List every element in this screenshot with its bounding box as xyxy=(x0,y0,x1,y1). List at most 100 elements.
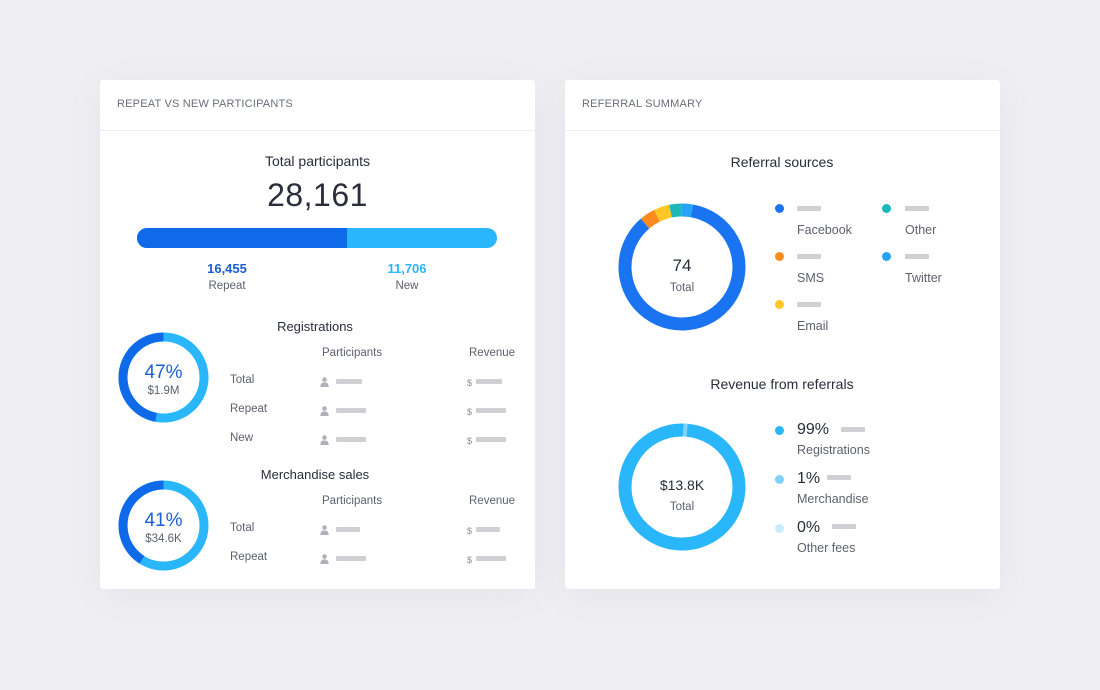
registrations-col-revenue: Revenue xyxy=(469,347,516,359)
revenue-total-label: Total xyxy=(669,501,695,513)
other-fees-dot xyxy=(775,524,784,533)
registrations-pct: 99% xyxy=(797,421,830,438)
merchandise-donut xyxy=(118,480,209,571)
repeat-value: 16,455 xyxy=(207,261,247,276)
value-placeholder xyxy=(476,379,503,384)
merchandise-col-revenue: Revenue xyxy=(469,495,516,507)
donut-segment-sms xyxy=(640,209,661,229)
row-label: Total xyxy=(230,374,255,386)
registrations-label: Registrations xyxy=(797,443,870,457)
registrations-amount: $1.9M xyxy=(147,385,180,397)
twitter-label: Twitter xyxy=(905,271,942,285)
merchandise-col-participants: Participants xyxy=(322,495,383,507)
participants-split-bar xyxy=(137,228,497,248)
participants-cell xyxy=(320,374,363,392)
donut-segment-registrations xyxy=(618,423,746,551)
donut-segment-other xyxy=(669,203,682,218)
card-header: REFERRAL SUMMARY xyxy=(565,80,1000,131)
row-label: Total xyxy=(230,522,255,534)
total-participants-value: 28,161 xyxy=(267,177,368,213)
revenue-referrals-donut xyxy=(618,423,746,551)
person-icon xyxy=(320,435,329,445)
participants-cell xyxy=(320,522,361,540)
facebook-label: Facebook xyxy=(797,223,852,237)
registrations-donut-arc xyxy=(118,332,209,423)
other-fees-label: Other fees xyxy=(797,541,856,555)
value-placeholder xyxy=(905,206,929,211)
person-icon xyxy=(320,377,329,387)
new-value: 11,706 xyxy=(387,261,427,276)
merchandise-amount: $34.6K xyxy=(145,533,182,545)
merchandise-pct: 1% xyxy=(797,470,821,487)
referral-sources-donut xyxy=(618,203,746,331)
participants-cell xyxy=(320,551,367,569)
twitter-dot xyxy=(882,252,891,261)
revenue-cell: $ xyxy=(467,373,503,391)
donut-segment-twitter xyxy=(681,203,694,218)
value-placeholder xyxy=(336,408,367,413)
other-dot xyxy=(882,204,891,213)
value-placeholder xyxy=(336,527,361,532)
merchandise-donut-center: 41% $34.6K xyxy=(118,510,209,545)
revenue-referrals-center: $13.8K Total xyxy=(617,477,747,513)
revenue-total-value: $13.8K xyxy=(659,477,705,493)
merchandise-percent: 41% xyxy=(144,510,183,531)
currency-symbol: $ xyxy=(467,407,473,417)
referral-total-value: 74 xyxy=(672,256,692,275)
sms-label: SMS xyxy=(797,271,825,285)
repeat-vs-new-card: REPEAT VS NEW PARTICIPANTS Total partici… xyxy=(100,80,535,589)
currency-symbol: $ xyxy=(467,436,473,446)
registrations-dot xyxy=(775,426,784,435)
value-placeholder xyxy=(797,206,821,211)
referral-summary-card: REFERRAL SUMMARY Referral sources 74 Tot… xyxy=(565,80,1000,589)
value-placeholder xyxy=(476,556,507,561)
value-placeholder xyxy=(832,524,856,529)
merchandise-dot xyxy=(775,475,784,484)
merchandise-label: Merchandise xyxy=(797,492,869,506)
sms-dot xyxy=(775,252,784,261)
new-label: New xyxy=(395,280,419,292)
card-header: REPEAT VS NEW PARTICIPANTS xyxy=(100,80,535,131)
revenue-cell: $ xyxy=(467,521,501,539)
revenue-cell: $ xyxy=(467,550,507,568)
value-placeholder xyxy=(827,475,851,480)
value-placeholder xyxy=(336,556,367,561)
value-placeholder xyxy=(476,437,507,442)
other-fees-pct: 0% xyxy=(797,519,821,536)
merchandise-title: Merchandise sales xyxy=(260,467,370,482)
value-placeholder xyxy=(476,527,501,532)
revenue-referrals-title: Revenue from referrals xyxy=(710,376,854,392)
referral-total-label: Total xyxy=(669,282,695,294)
participants-cell xyxy=(320,432,367,450)
row-label: New xyxy=(230,432,254,444)
repeat-label: Repeat xyxy=(208,280,246,292)
value-placeholder xyxy=(336,437,367,442)
other-label: Other xyxy=(905,223,937,237)
email-dot xyxy=(775,300,784,309)
revenue-cell: $ xyxy=(467,431,507,449)
currency-symbol: $ xyxy=(467,526,473,536)
value-placeholder xyxy=(797,254,821,259)
registrations-percent: 47% xyxy=(144,362,183,383)
currency-symbol: $ xyxy=(467,555,473,565)
row-label: Repeat xyxy=(230,403,268,415)
donut-segment-email xyxy=(654,204,673,222)
value-placeholder xyxy=(797,302,821,307)
donut-segment-facebook xyxy=(618,204,746,331)
registrations-title: Registrations xyxy=(277,319,353,334)
email-label: Email xyxy=(797,319,829,333)
referral-sources-title: Referral sources xyxy=(730,154,834,170)
row-label: Repeat xyxy=(230,551,268,563)
total-participants-label: Total participants xyxy=(264,153,371,169)
person-icon xyxy=(320,554,329,564)
person-icon xyxy=(320,406,329,416)
value-placeholder xyxy=(476,408,507,413)
registrations-donut-center: 47% $1.9M xyxy=(118,362,209,397)
value-placeholder xyxy=(841,427,865,432)
person-icon xyxy=(320,525,329,535)
revenue-cell: $ xyxy=(467,402,507,420)
value-placeholder xyxy=(905,254,929,259)
registrations-donut xyxy=(118,332,209,423)
value-placeholder xyxy=(336,379,363,384)
participants-cell xyxy=(320,403,367,421)
